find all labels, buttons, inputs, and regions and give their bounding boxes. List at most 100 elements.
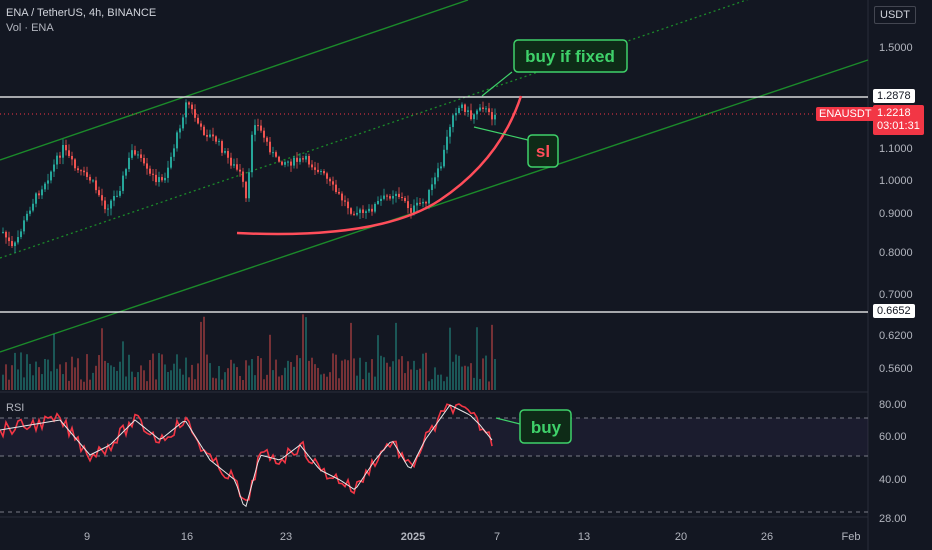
candle (488, 108, 490, 113)
candle (305, 156, 307, 160)
volume-bar (86, 354, 88, 390)
sl-label[interactable]: sl (536, 142, 550, 161)
volume-bar (134, 377, 136, 390)
volume-bar (236, 367, 238, 390)
volume-bar (47, 359, 49, 390)
candle (47, 180, 49, 184)
volume-bar (116, 370, 118, 390)
volume-bar (218, 366, 220, 390)
candle (341, 193, 343, 201)
candle (221, 141, 223, 153)
candle (116, 195, 118, 197)
candle (260, 125, 262, 131)
stop-loss-curve[interactable] (236, 95, 523, 236)
candle (245, 181, 247, 199)
volume-bar (110, 365, 112, 390)
candle (185, 102, 187, 118)
volume-bar (44, 359, 46, 390)
volume-bar (290, 362, 292, 390)
candle (86, 172, 88, 177)
volume-bar (230, 359, 232, 390)
candle (320, 171, 322, 173)
candle (50, 171, 52, 181)
candle (296, 157, 298, 162)
volume-bar (200, 321, 202, 390)
volume-bar (401, 356, 403, 390)
volume-bar (128, 354, 130, 390)
candle (401, 197, 403, 199)
candle (167, 167, 169, 178)
candle (428, 189, 430, 204)
candle (212, 134, 214, 137)
candle (194, 109, 196, 118)
volume-bar (347, 360, 349, 390)
candle (368, 208, 370, 212)
currency-button[interactable]: USDT (874, 6, 916, 24)
volume-bar (17, 369, 19, 390)
candle (338, 192, 340, 194)
volume-bar (107, 362, 109, 390)
candle (365, 211, 367, 213)
volume-bar (407, 361, 409, 390)
rsi-ma-line (0, 404, 493, 508)
volume-bar (389, 366, 391, 390)
volume-bar (467, 366, 469, 390)
price-tick: 0.6200 (879, 330, 913, 342)
volume-bar (74, 367, 76, 390)
volume-bar (434, 367, 436, 390)
volume-bar (212, 377, 214, 390)
candle (89, 176, 91, 181)
volume-bar (23, 377, 25, 390)
volume-indicator-label[interactable]: Vol · ENA (6, 22, 54, 34)
volume-bar (242, 379, 244, 390)
candle (293, 157, 295, 166)
candle (257, 125, 259, 127)
candle (107, 208, 109, 210)
volume-bar (188, 377, 190, 390)
candle (65, 145, 67, 151)
candle (35, 193, 37, 204)
candle (407, 201, 409, 209)
volume-bar (143, 370, 145, 390)
candle (203, 126, 205, 135)
volume-bar (266, 374, 268, 390)
volume-bar (89, 379, 91, 390)
candle (59, 155, 61, 158)
candle (230, 157, 232, 166)
time-tick: 9 (84, 531, 90, 543)
candle (311, 164, 313, 168)
buy-label[interactable]: buy (531, 418, 562, 437)
volume-bar (5, 364, 7, 390)
buy-if-fixed-label[interactable]: buy if fixed (525, 47, 615, 66)
price-tick: 1.5000 (879, 42, 913, 54)
candle (347, 201, 349, 209)
volume-bar (80, 379, 82, 390)
candle (491, 112, 493, 120)
volume-bar (269, 334, 271, 390)
volume-bar (473, 377, 475, 390)
symbol-title[interactable]: ENA / TetherUS, 4h, BINANCE (6, 7, 157, 19)
price-tick: 1.0000 (879, 175, 913, 187)
candle (218, 141, 220, 143)
time-tick: 2025 (401, 531, 425, 543)
volume-bar (203, 316, 205, 390)
volume-bar (293, 366, 295, 390)
volume-bar (35, 361, 37, 390)
candle (299, 158, 301, 162)
candle (464, 104, 466, 112)
candle (494, 114, 496, 120)
candle (440, 166, 442, 169)
volume-bar (458, 355, 460, 390)
volume-bar (32, 375, 34, 390)
volume-bar (113, 366, 115, 390)
volume-bar (53, 333, 55, 390)
candle (431, 184, 433, 190)
candle (152, 173, 154, 175)
volume-bar (311, 357, 313, 390)
volume-bar (404, 373, 406, 390)
candle (284, 162, 286, 165)
volume-bar (383, 357, 385, 390)
volume-bar (338, 378, 340, 390)
